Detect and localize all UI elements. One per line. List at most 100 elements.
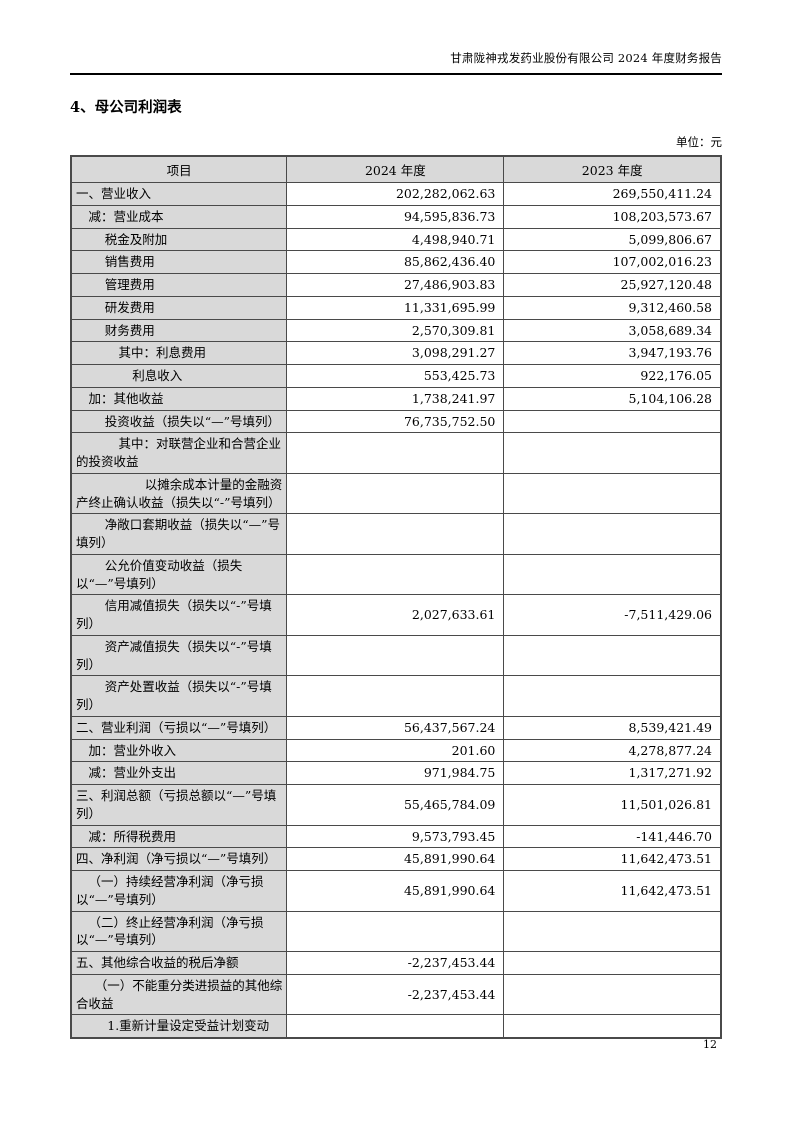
row-label-cell: 财务费用 bbox=[70, 318, 288, 343]
value-2023 bbox=[503, 409, 722, 434]
value-2023: 8,539,421.49 bbox=[503, 715, 722, 740]
row-label: 加：营业外收入 bbox=[88, 742, 177, 758]
row-label-cell: （一）持续经营净利润（净亏损以“—”号填列） bbox=[70, 870, 288, 912]
value-2024: 85,862,436.40 bbox=[286, 250, 505, 274]
table-row: 加：其他收益 1,738,241.97 5,104,106.28 bbox=[70, 386, 722, 411]
value-2023 bbox=[503, 553, 722, 596]
value-2024: 1,738,241.97 bbox=[286, 386, 505, 411]
table-row: 管理费用 27,486,903.83 25,927,120.48 bbox=[70, 273, 722, 297]
table-row: 投资收益（损失以“—”号填列） 76,735,752.50 bbox=[70, 409, 722, 434]
row-label-cell: 税金及附加 bbox=[70, 227, 288, 252]
value-2023: -7,511,429.06 bbox=[503, 594, 722, 636]
row-label: 管理费用 bbox=[104, 277, 155, 292]
table-row: 其中：利息费用 3,098,291.27 3,947,193.76 bbox=[70, 341, 722, 365]
row-label-cell: 其中：对联营企业和合营企业的投资收益 bbox=[70, 432, 288, 474]
table-row: （二）终止经营净利润（净亏损以“—”号填列） bbox=[70, 910, 722, 952]
value-2024: 45,891,990.64 bbox=[286, 847, 505, 871]
value-2024: 11,331,695.99 bbox=[286, 295, 505, 320]
row-label-cell: 净敞口套期收益（损失以“—”号填列） bbox=[70, 513, 288, 555]
row-label-cell: 公允价值变动收益（损失以“—”号填列） bbox=[70, 553, 288, 596]
value-2024: -2,237,453.44 bbox=[286, 951, 505, 975]
value-2023: 11,501,026.81 bbox=[503, 784, 722, 826]
table-row: 以摊余成本计量的金融资产终止确认收益（损失以“-”号填列） bbox=[70, 472, 722, 515]
row-label-cell: 投资收益（损失以“—”号填列） bbox=[70, 409, 288, 434]
value-2024: 9,573,793.45 bbox=[286, 824, 505, 849]
page-number: 12 bbox=[703, 1038, 717, 1051]
row-label-cell: 其中：利息费用 bbox=[70, 341, 288, 365]
report-header-text: 甘肃陇神戎发药业股份有限公司 2024 年度财务报告 bbox=[450, 51, 722, 65]
row-label-cell: 以摊余成本计量的金融资产终止确认收益（损失以“-”号填列） bbox=[70, 472, 288, 515]
row-label-cell: 五、其他综合收益的税后净额 bbox=[70, 951, 288, 975]
table-row: 减：营业外支出 971,984.75 1,317,271.92 bbox=[70, 761, 722, 785]
row-label: 其中：对联营企业和合营企业的投资收益 bbox=[76, 436, 282, 469]
value-2024 bbox=[286, 675, 505, 717]
row-label: 加：其他收益 bbox=[88, 390, 164, 406]
row-label-cell: 研发费用 bbox=[70, 295, 288, 320]
value-2023: 9,312,460.58 bbox=[503, 295, 722, 320]
row-label: 信用减值损失（损失以“-”号填列） bbox=[76, 598, 272, 631]
table-row: 减：所得税费用 9,573,793.45 -141,446.70 bbox=[70, 824, 722, 849]
row-label: （一）持续经营净利润（净亏损以“—”号填列） bbox=[76, 874, 264, 907]
value-2023: 5,104,106.28 bbox=[503, 386, 722, 411]
value-2023: 269,550,411.24 bbox=[503, 182, 722, 206]
row-label: 资产减值损失（损失以“-”号填列） bbox=[76, 638, 272, 672]
value-2024 bbox=[286, 1014, 505, 1039]
row-label: （一）不能重分类进损益的其他综合收益 bbox=[76, 977, 283, 1011]
row-label-cell: 1.重新计量设定受益计划变动 bbox=[70, 1014, 288, 1039]
value-2023 bbox=[503, 634, 722, 677]
value-2023: 25,927,120.48 bbox=[503, 273, 722, 297]
row-label-cell: 三、利润总额（亏损总额以“—”号填列） bbox=[70, 784, 288, 826]
document-header: 甘肃陇神戎发药业股份有限公司 2024 年度财务报告 bbox=[70, 0, 722, 75]
row-label: 1.重新计量设定受益计划变动 bbox=[107, 1018, 270, 1034]
row-label: 财务费用 bbox=[104, 322, 155, 338]
table-row: 1.重新计量设定受益计划变动 bbox=[70, 1014, 722, 1039]
row-label: 减：营业成本 bbox=[88, 208, 164, 224]
table-row: 财务费用 2,570,309.81 3,058,689.34 bbox=[70, 318, 722, 343]
row-label: 资产处置收益（损失以“-”号填列） bbox=[76, 679, 272, 712]
value-2024 bbox=[286, 432, 505, 474]
table-row: （一）不能重分类进损益的其他综合收益 -2,237,453.44 bbox=[70, 973, 722, 1016]
row-label-cell: 减：营业外支出 bbox=[70, 761, 288, 785]
column-header-2023: 2023 年度 bbox=[503, 155, 722, 183]
value-2023: 4,278,877.24 bbox=[503, 738, 722, 763]
table-row: 税金及附加 4,498,940.71 5,099,806.67 bbox=[70, 227, 722, 252]
row-label: 以摊余成本计量的金融资产终止确认收益（损失以“-”号填列） bbox=[76, 476, 283, 510]
row-label-cell: 资产处置收益（损失以“-”号填列） bbox=[70, 675, 288, 717]
row-label: 四、净利润（净亏损以“—”号填列） bbox=[76, 851, 277, 867]
row-label-cell: 减：所得税费用 bbox=[70, 824, 288, 849]
row-label: 利息收入 bbox=[132, 368, 183, 383]
table-row: 利息收入 553,425.73 922,176.05 bbox=[70, 364, 722, 388]
row-label: 净敞口套期收益（损失以“—”号填列） bbox=[76, 517, 281, 550]
table-row: 减：营业成本 94,595,836.73 108,203,573.67 bbox=[70, 204, 722, 229]
table-row: 研发费用 11,331,695.99 9,312,460.58 bbox=[70, 295, 722, 320]
section-title: 4、母公司利润表 bbox=[70, 99, 182, 116]
row-label-cell: 资产减值损失（损失以“-”号填列） bbox=[70, 634, 288, 677]
column-header-item: 项目 bbox=[70, 155, 288, 183]
table-row: 其中：对联营企业和合营企业的投资收益 bbox=[70, 432, 722, 474]
row-label-cell: 二、营业利润（亏损以“—”号填列） bbox=[70, 715, 288, 740]
row-label: 研发费用 bbox=[104, 299, 155, 315]
row-label-cell: 加：其他收益 bbox=[70, 386, 288, 411]
value-2024: 4,498,940.71 bbox=[286, 227, 505, 252]
value-2024: 3,098,291.27 bbox=[286, 341, 505, 365]
table-body: 一、营业收入 202,282,062.63 269,550,411.24 减：营业成本… bbox=[70, 182, 722, 1039]
value-2024: 2,570,309.81 bbox=[286, 318, 505, 343]
value-2024: -2,237,453.44 bbox=[286, 973, 505, 1016]
row-label-cell: （一）不能重分类进损益的其他综合收益 bbox=[70, 973, 288, 1016]
table-row: 一、营业收入 202,282,062.63 269,550,411.24 bbox=[70, 182, 722, 206]
value-2023 bbox=[503, 513, 722, 555]
table-row: 净敞口套期收益（损失以“—”号填列） bbox=[70, 513, 722, 555]
row-label: 三、利润总额（亏损总额以“—”号填列） bbox=[76, 788, 277, 821]
value-2023: 11,642,473.51 bbox=[503, 870, 722, 912]
row-label-cell: （二）终止经营净利润（净亏损以“—”号填列） bbox=[70, 910, 288, 952]
value-2024 bbox=[286, 553, 505, 596]
row-label-cell: 信用减值损失（损失以“-”号填列） bbox=[70, 594, 288, 636]
value-2024 bbox=[286, 513, 505, 555]
row-label: 税金及附加 bbox=[104, 231, 168, 247]
unit-label: 单位：元 bbox=[676, 135, 722, 149]
value-2024 bbox=[286, 634, 505, 677]
value-2024: 55,465,784.09 bbox=[286, 784, 505, 826]
value-2024: 27,486,903.83 bbox=[286, 273, 505, 297]
row-label: 其中：利息费用 bbox=[118, 345, 207, 361]
